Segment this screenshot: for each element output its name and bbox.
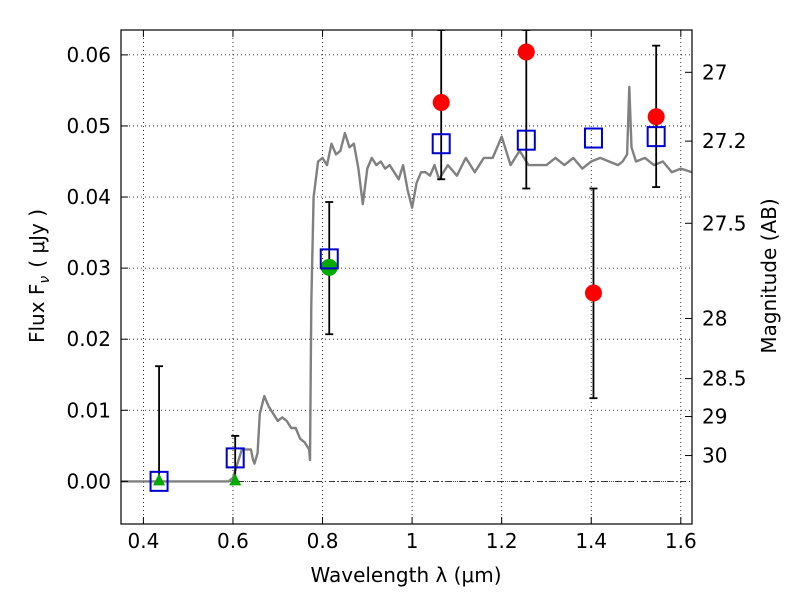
- y-axis-label-unit: ( μJy ): [25, 209, 49, 268]
- grid: [121, 30, 692, 524]
- y-axis-label: Flux Fν ( μJy ): [25, 209, 53, 343]
- y-axis-label-main: Flux F: [25, 284, 49, 343]
- x-tick-label: 0.6: [217, 529, 249, 553]
- right-tick-label: 27.2: [702, 129, 747, 153]
- model-photometry-marker: [149, 470, 169, 492]
- y-axis-label-subscript: ν: [37, 276, 53, 284]
- y-tick-label: 0.05: [66, 114, 111, 138]
- observed-marker: [432, 94, 450, 112]
- right-tick-label: 28.5: [702, 367, 747, 391]
- axis-ticks: 0.4 0.6 0.8 1 1.2 1.4 1.6 0.00 0.01 0.02 0.03 0.04 0…: [66, 30, 747, 553]
- model-photometry-marker: [319, 248, 339, 270]
- x-tick-label: 0.8: [307, 529, 339, 553]
- upper-limit-triangle: [229, 473, 242, 486]
- y-tick-label: 0.02: [66, 327, 111, 351]
- x-tick-label: 0.4: [127, 529, 159, 553]
- right-tick-label: 27: [702, 60, 727, 84]
- model-photometry-marker: [431, 133, 451, 155]
- axes-frame: [120, 29, 693, 525]
- y-tick-label: 0.00: [66, 469, 111, 493]
- y-tick-label: 0.06: [66, 43, 111, 67]
- x-tick-label: 1: [406, 529, 419, 553]
- y-tick-label: 0.04: [66, 185, 111, 209]
- observed-marker: [517, 43, 535, 61]
- right-tick-label: 27.5: [702, 211, 747, 235]
- model-photometry-marker: [583, 127, 603, 149]
- plot-area: [121, 30, 692, 492]
- model-photometry-marker: [225, 447, 245, 469]
- model-photometry-marker: [516, 129, 536, 151]
- model-spectrum-line: [121, 85, 692, 483]
- model-photometry-marker: [646, 126, 666, 148]
- right-tick-label: 28: [702, 307, 727, 331]
- x-axis-label: Wavelength λ (μm): [310, 563, 501, 587]
- x-tick-label: 1.4: [575, 529, 607, 553]
- y-tick-label: 0.03: [66, 256, 111, 280]
- upper-limit-triangle: [153, 473, 166, 486]
- x-tick-label: 1.2: [486, 529, 518, 553]
- right-tick-label: 30: [702, 444, 727, 468]
- observed-marker: [584, 284, 602, 302]
- plot-frame: [120, 29, 693, 525]
- observed-marker: [647, 108, 665, 126]
- right-tick-label: 29: [702, 405, 727, 429]
- y-tick-label: 0.01: [66, 398, 111, 422]
- right-axis-label: Magnitude (AB): [757, 198, 781, 353]
- x-tick-label: 1.6: [665, 529, 697, 553]
